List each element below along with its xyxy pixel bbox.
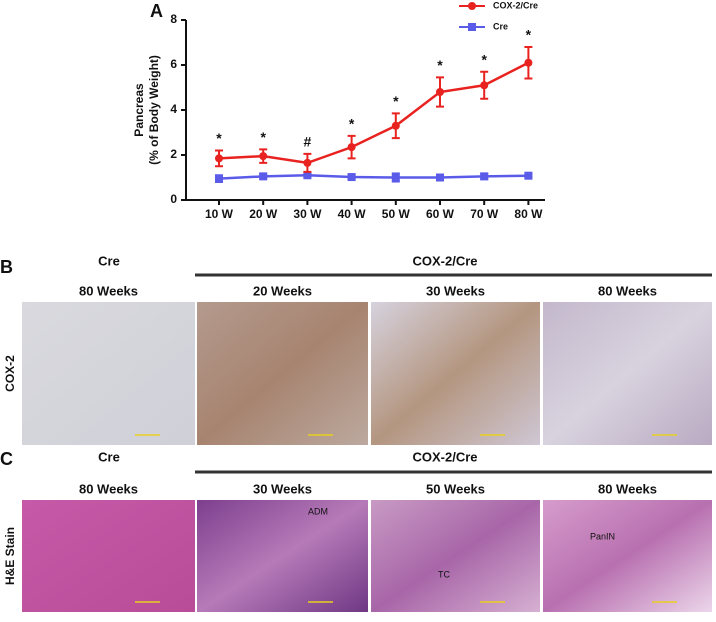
x-tick-label: 30 W <box>293 207 322 221</box>
panel-label: C <box>0 449 13 469</box>
annotation: * <box>526 27 532 43</box>
time-label: 80 Weeks <box>598 481 657 496</box>
point <box>303 158 312 167</box>
point <box>524 58 533 67</box>
x-tick-label: 40 W <box>338 207 367 221</box>
y-tick-label: 4 <box>170 102 177 116</box>
y-tick-label: 2 <box>170 147 177 161</box>
y-tick-label: 6 <box>170 57 177 71</box>
legend-label: COX-2/Cre <box>493 0 538 10</box>
group-label: Cre <box>98 449 120 464</box>
row-label: COX-2 <box>3 355 17 392</box>
micrograph <box>22 302 195 445</box>
micrograph <box>543 500 712 612</box>
micrograph <box>543 302 712 445</box>
annotation: * <box>216 130 222 146</box>
point <box>215 174 223 183</box>
time-label: 50 Weeks <box>426 481 485 496</box>
x-tick-label: 60 W <box>426 207 455 221</box>
point <box>347 143 356 152</box>
image-annotation: PanIN <box>590 531 615 541</box>
point <box>524 171 533 180</box>
legend-label: Cre <box>493 21 508 31</box>
micrograph <box>197 302 368 445</box>
y-tick-label: 8 <box>170 12 177 26</box>
point <box>480 81 489 90</box>
micrograph <box>371 302 540 445</box>
group-label: COX-2/Cre <box>412 449 477 464</box>
point <box>480 172 489 181</box>
point <box>391 173 400 182</box>
image-annotation: TC <box>438 569 450 579</box>
time-label: 20 Weeks <box>253 283 312 298</box>
y-axis-label: (% of Body Weight) <box>147 55 161 165</box>
y-tick-label: 0 <box>170 192 177 206</box>
point <box>303 171 312 180</box>
x-tick-label: 20 W <box>249 207 278 221</box>
point <box>391 121 400 130</box>
point <box>436 88 444 96</box>
legend-marker <box>468 2 476 10</box>
point <box>259 152 268 161</box>
image-annotation: ADM <box>308 506 328 516</box>
row-label: H&E Stain <box>3 527 17 585</box>
time-label: 30 Weeks <box>426 283 485 298</box>
panel-label: A <box>150 1 163 21</box>
group-label: COX-2/Cre <box>412 253 477 268</box>
point <box>259 172 268 181</box>
time-label: 80 Weeks <box>79 283 138 298</box>
point <box>347 173 356 182</box>
x-tick-label: 80 W <box>514 207 543 221</box>
annotation: * <box>393 93 399 109</box>
legend-marker <box>468 23 476 31</box>
point <box>436 173 444 182</box>
time-label: 30 Weeks <box>253 481 312 496</box>
group-label: Cre <box>98 253 120 268</box>
annotation: * <box>349 116 355 132</box>
series-line <box>218 61 529 165</box>
panel-label: B <box>0 257 13 277</box>
x-tick-label: 70 W <box>470 207 499 221</box>
annotation: * <box>437 57 443 73</box>
x-tick-label: 10 W <box>205 207 234 221</box>
annotation: * <box>481 51 487 67</box>
series-line <box>218 173 529 180</box>
annotation: * <box>260 129 266 145</box>
micrograph <box>371 500 540 612</box>
time-label: 80 Weeks <box>79 481 138 496</box>
time-label: 80 Weeks <box>598 283 657 298</box>
y-axis-label: Pancreas <box>132 83 146 137</box>
point <box>215 154 223 163</box>
micrograph <box>22 500 195 612</box>
annotation: # <box>304 134 312 150</box>
micrograph <box>197 500 368 612</box>
x-tick-label: 50 W <box>382 207 411 221</box>
